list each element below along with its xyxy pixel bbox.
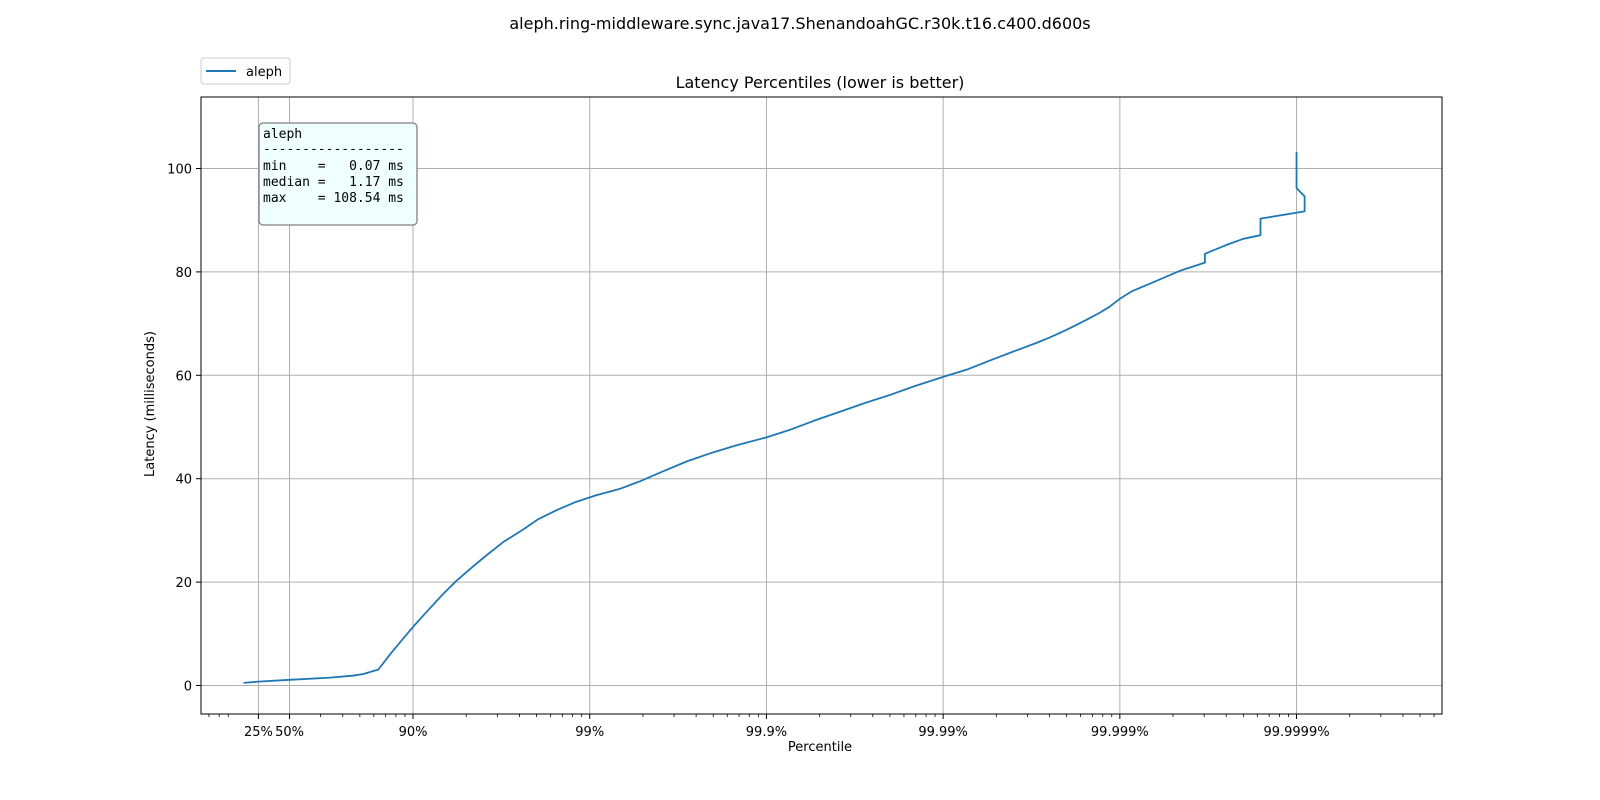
stats-heading: aleph <box>263 127 302 142</box>
x-axis-label: Percentile <box>788 740 852 755</box>
axis-ticks: 0 20 40 60 80 100 25% 50% 90% 99% 99.9% 99.99% 99.99… <box>167 163 1435 740</box>
legend-label-aleph: aleph <box>246 65 282 80</box>
stats-box <box>258 122 418 226</box>
y-tick-label: 0 <box>184 680 192 695</box>
x-tick-label: 99.999% <box>1091 725 1149 740</box>
stats-max: max = 108.54 ms <box>263 191 404 206</box>
series-layer <box>243 151 1306 684</box>
series-line-aleph <box>243 151 1306 684</box>
y-tick-label: 80 <box>175 266 192 281</box>
x-tick-label: 99% <box>575 725 604 740</box>
chart-title: Latency Percentiles (lower is better) <box>676 73 965 92</box>
legend-box <box>200 57 291 85</box>
y-axis-label: Latency (milliseconds) <box>143 331 158 477</box>
x-tick-label: 99.9% <box>746 725 787 740</box>
stats-min: min = 0.07 ms <box>263 159 404 174</box>
y-tick-label: 60 <box>175 369 192 384</box>
x-tick-label: 99.99% <box>918 725 968 740</box>
y-tick-label: 40 <box>175 473 192 488</box>
plot-area-frame <box>200 96 1443 715</box>
stats-median: median = 1.17 ms <box>263 175 404 190</box>
stats-annotation: aleph ------------------ min = 0.07 ms m… <box>258 122 418 226</box>
y-tick-label: 100 <box>167 163 192 178</box>
x-tick-label: 50% <box>275 725 304 740</box>
y-tick-label: 20 <box>175 576 192 591</box>
stats-separator: ------------------ <box>263 142 404 157</box>
chart-suptitle: aleph.ring-middleware.sync.java17.Shenan… <box>509 14 1090 33</box>
x-tick-label: 25% <box>244 725 273 740</box>
x-tick-label: 90% <box>399 725 428 740</box>
x-tick-label: 99.9999% <box>1263 725 1329 740</box>
legend: aleph <box>200 57 291 85</box>
